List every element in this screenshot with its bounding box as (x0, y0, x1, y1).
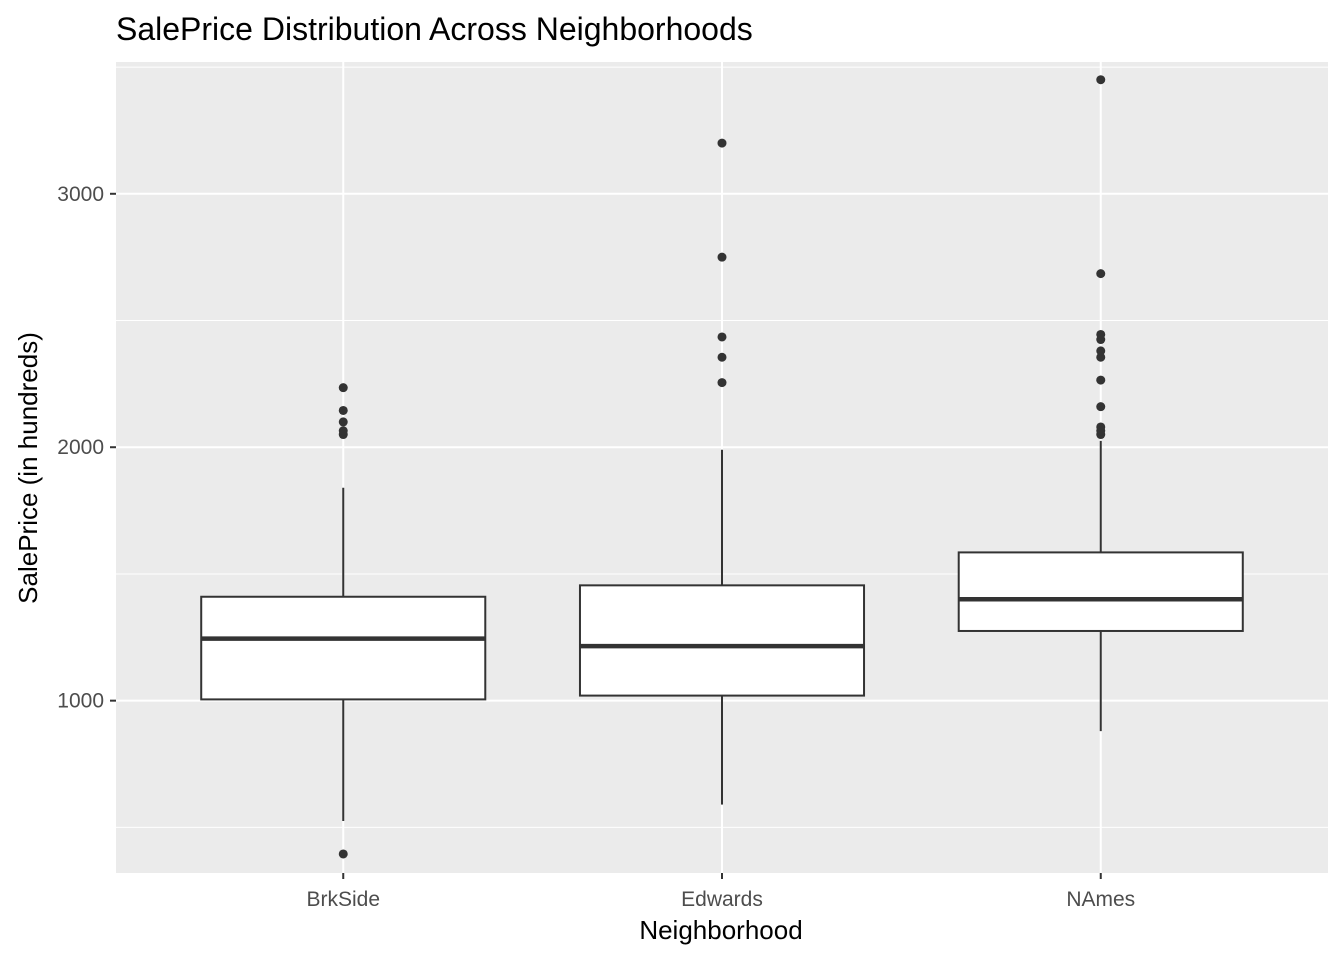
outlier-point (717, 332, 727, 342)
y-tick-label: 3000 (57, 183, 104, 206)
boxes (200, 75, 1244, 859)
iqr-box (200, 595, 487, 701)
outlier-point (338, 426, 348, 436)
outlier-point (717, 252, 727, 262)
iqr-box (578, 584, 866, 697)
outlier-point (338, 849, 348, 859)
x-axis-ticks: BrkSide Edwards NAmes (306, 873, 1135, 911)
box-NAmes (957, 75, 1244, 732)
outlier-point (338, 417, 348, 427)
outlier-point (1096, 75, 1106, 85)
iqr-box (957, 551, 1244, 632)
outlier-point (338, 405, 348, 415)
y-tick-label: 1000 (57, 690, 104, 713)
outlier-point (1096, 375, 1106, 385)
box-BrkSide (200, 383, 487, 859)
outlier-point (717, 378, 727, 388)
x-axis-title: Neighborhood (639, 915, 802, 945)
box-Edwards (578, 138, 866, 805)
y-axis-title: SalePrice (in hundreds) (13, 332, 43, 604)
y-tick-label: 2000 (57, 436, 104, 459)
outlier-point (1096, 422, 1106, 432)
outlier-point (717, 138, 727, 148)
chart-title: SalePrice Distribution Across Neighborho… (116, 11, 753, 47)
outlier-point (1096, 346, 1106, 356)
y-axis-ticks: 1000 2000 3000 (57, 183, 116, 713)
x-tick-label: Edwards (681, 888, 763, 911)
outlier-point (1096, 352, 1106, 362)
outlier-point (1096, 269, 1106, 279)
outlier-point (717, 352, 727, 362)
outlier-point (1096, 402, 1106, 412)
outlier-point (338, 383, 348, 393)
outlier-point (1096, 329, 1106, 339)
x-tick-label: BrkSide (306, 888, 380, 911)
x-tick-label: NAmes (1066, 888, 1135, 911)
